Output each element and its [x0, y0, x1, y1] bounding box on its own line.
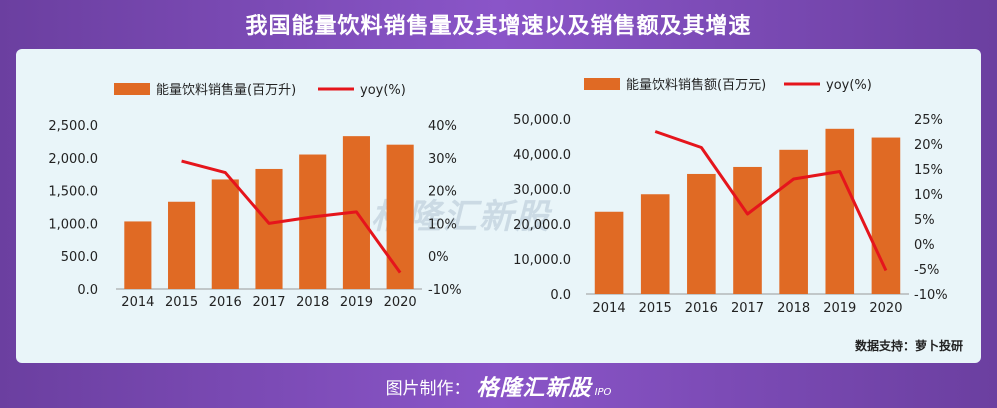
left-tick-label: 1,500.0 [48, 185, 98, 200]
footer-brand: 格隆汇新股 [476, 376, 592, 401]
bar [687, 173, 716, 294]
left-tick-label: 2,000.0 [48, 152, 98, 167]
footer-label: 图片制作： [385, 378, 471, 399]
category-label: 2019 [340, 295, 373, 310]
left-tick-label: 40,000.0 [513, 148, 571, 163]
bar [168, 201, 196, 289]
page-title: 我国能量饮料销售量及其增速以及销售额及其增速 [245, 14, 752, 39]
right-tick-label: 10% [428, 217, 457, 232]
right-tick-label: 40% [428, 119, 457, 134]
right-tick-label: 10% [914, 188, 943, 203]
left-tick-label: 10,000.0 [513, 253, 571, 268]
footer: 图片制作： 格隆汇新股 IPO [0, 364, 997, 408]
legend-bar-label: 能量饮料销售量(百万升) [156, 82, 296, 98]
bar [594, 211, 624, 294]
bar [779, 149, 808, 294]
left-tick-label: 0.0 [550, 288, 571, 303]
chart-panel: 格隆汇新股 0.0 500.0 1,000.0 1,500.0 2,000.0 2,500… [16, 49, 981, 363]
right-tick-label: 15% [914, 163, 943, 178]
right-tick-label: 25% [914, 113, 943, 128]
bar [825, 128, 855, 294]
category-label: 2018 [777, 301, 810, 316]
legend-line-label: yoy(%) [360, 83, 406, 98]
category-label: 2020 [384, 295, 417, 310]
category-label: 2017 [731, 301, 764, 316]
category-label: 2015 [639, 301, 672, 316]
legend-bar-label: 能量饮料销售额(百万元) [626, 77, 766, 93]
legend-bar-swatch [114, 83, 150, 95]
left-tick-label: 50,000.0 [513, 113, 571, 128]
category-label: 2017 [252, 295, 285, 310]
bar [386, 144, 414, 289]
bar [640, 194, 670, 294]
bar [299, 154, 327, 289]
category-label: 2015 [165, 295, 198, 310]
right-tick-label: 30% [428, 152, 457, 167]
legend-bar-swatch [584, 78, 620, 90]
left-tick-label: 2,500.0 [48, 119, 98, 134]
bar [733, 166, 762, 294]
category-label: 2019 [823, 301, 856, 316]
category-label: 2020 [869, 301, 902, 316]
sales-volume-chart: 0.0 500.0 1,000.0 1,500.0 2,000.0 2,500.0 -10%… [48, 82, 462, 310]
footer-brand-sub: IPO [594, 386, 612, 398]
category-label: 2018 [296, 295, 329, 310]
left-tick-label: 0.0 [77, 283, 98, 298]
right-tick-label: 5% [914, 213, 935, 228]
right-tick-label: 20% [914, 138, 943, 153]
right-tick-label: -10% [428, 283, 462, 298]
category-label: 2014 [593, 301, 626, 316]
yoy-line [654, 130, 888, 272]
right-tick-label: 0% [428, 250, 449, 265]
right-tick-label: -5% [914, 263, 939, 278]
right-tick-label: 20% [428, 185, 457, 200]
bar [255, 168, 283, 289]
category-label: 2014 [121, 295, 154, 310]
bar [211, 179, 239, 289]
left-tick-label: 1,000.0 [48, 217, 98, 232]
category-label: 2016 [209, 295, 242, 310]
left-tick-label: 500.0 [61, 250, 98, 265]
yoy-line [181, 159, 402, 274]
bar [124, 221, 152, 289]
right-tick-label: 0% [914, 238, 935, 253]
data-source: 数据支持：萝卜投研 [854, 339, 963, 353]
legend-line-label: yoy(%) [826, 78, 872, 93]
category-label: 2016 [685, 301, 718, 316]
bar [871, 137, 901, 294]
right-tick-label: -10% [914, 288, 948, 303]
